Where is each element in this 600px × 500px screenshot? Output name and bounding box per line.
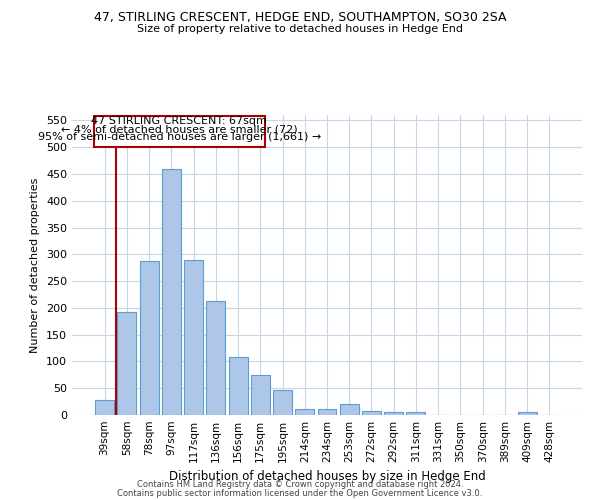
Text: Contains HM Land Registry data © Crown copyright and database right 2024.: Contains HM Land Registry data © Crown c… [137, 480, 463, 489]
Text: ← 4% of detached houses are smaller (72): ← 4% of detached houses are smaller (72) [61, 124, 298, 134]
Text: Size of property relative to detached houses in Hedge End: Size of property relative to detached ho… [137, 24, 463, 34]
Bar [406, 412, 425, 415]
Y-axis label: Number of detached properties: Number of detached properties [31, 178, 40, 352]
Bar [251, 376, 270, 415]
Bar [95, 400, 114, 415]
Bar [184, 260, 203, 415]
Bar [340, 404, 359, 415]
Bar [384, 412, 403, 415]
Bar [317, 408, 337, 415]
Text: 47, STIRLING CRESCENT, HEDGE END, SOUTHAMPTON, SO30 2SA: 47, STIRLING CRESCENT, HEDGE END, SOUTHA… [94, 11, 506, 24]
Bar [362, 410, 381, 415]
Bar [229, 356, 248, 415]
Bar [206, 302, 225, 415]
Bar [295, 408, 314, 415]
Bar [518, 412, 536, 415]
Text: 47 STIRLING CRESCENT: 67sqm: 47 STIRLING CRESCENT: 67sqm [91, 116, 267, 126]
Text: 95% of semi-detached houses are larger (1,661) →: 95% of semi-detached houses are larger (… [38, 132, 321, 142]
Bar [140, 261, 158, 415]
Text: Contains public sector information licensed under the Open Government Licence v3: Contains public sector information licen… [118, 488, 482, 498]
Bar [118, 312, 136, 415]
Bar [273, 390, 292, 415]
X-axis label: Distribution of detached houses by size in Hedge End: Distribution of detached houses by size … [169, 470, 485, 484]
Bar [162, 168, 181, 415]
FancyBboxPatch shape [94, 116, 265, 147]
